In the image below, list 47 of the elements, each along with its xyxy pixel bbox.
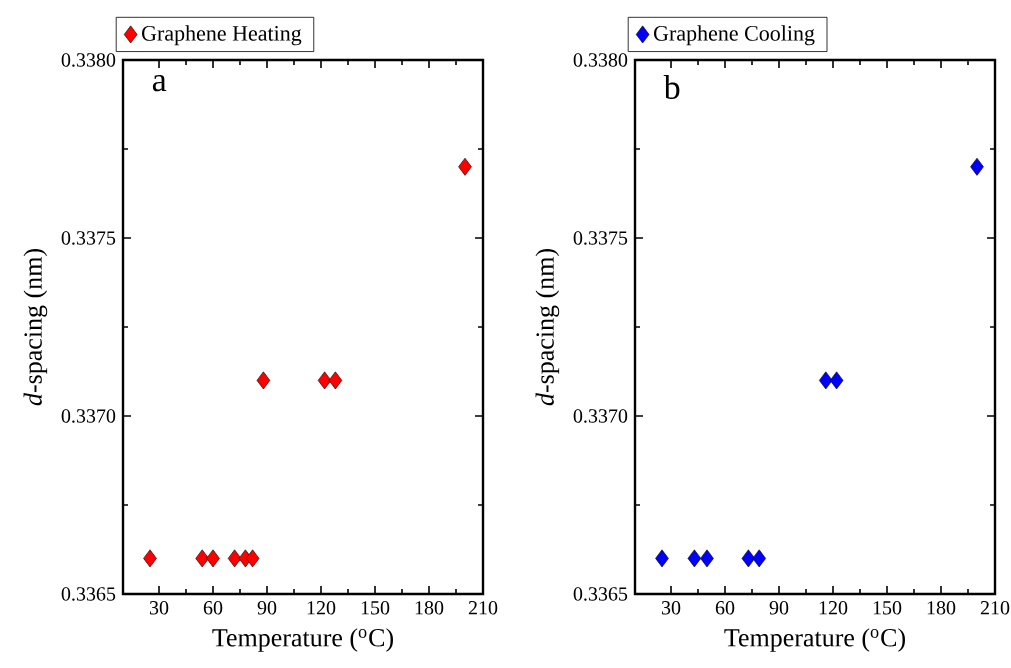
point [195, 549, 209, 568]
point [143, 549, 157, 568]
x-tick-label: 210 [980, 601, 1010, 615]
legend-label: Graphene Cooling [654, 25, 815, 46]
x-tick-label: 30 [661, 601, 681, 615]
point [206, 549, 220, 568]
x-tick-label: 60 [203, 601, 223, 615]
point [245, 549, 260, 568]
annotation: a [152, 75, 167, 92]
point [752, 549, 766, 568]
point [227, 549, 242, 568]
x-tick-label: 90 [257, 601, 277, 615]
y-tick-label: 0.3375 [573, 231, 628, 245]
annotation: b [663, 75, 680, 99]
y-tick-label: 0.3370 [61, 409, 116, 423]
y-axis-title: d-spacing (nm) [535, 249, 560, 406]
x-axis-title: Temperature ($^{o}$C) [724, 628, 905, 652]
y-tick-label: 0.3380 [61, 53, 116, 67]
x-tick-label: 60 [715, 601, 735, 615]
point [741, 549, 756, 568]
point [829, 371, 844, 390]
y-tick-label: 0.3365 [61, 587, 116, 601]
legend-label: Graphene Heating [142, 25, 302, 46]
point [256, 371, 271, 390]
x-tick-label: 150 [873, 601, 902, 615]
x-tick-label: 150 [361, 601, 390, 615]
point [317, 371, 332, 390]
point [458, 157, 472, 176]
x-tick-label: 210 [468, 601, 498, 615]
point [970, 157, 984, 176]
point [328, 371, 343, 390]
x-axis-title: Temperature ($^{o}$C) [212, 628, 393, 652]
y-axis-title: d-spacing (nm) [23, 249, 48, 406]
x-tick-label: 180 [927, 601, 956, 615]
y-tick-label: 0.3375 [61, 231, 116, 245]
point [700, 549, 714, 568]
point [655, 549, 669, 568]
y-tick-label: 0.3370 [573, 409, 628, 423]
y-tick-label: 0.3365 [573, 587, 628, 601]
x-tick-label: 90 [769, 601, 789, 615]
x-tick-label: 30 [149, 601, 169, 615]
x-tick-label: 120 [819, 601, 848, 615]
point [687, 549, 702, 568]
y-tick-label: 0.3380 [573, 53, 628, 67]
point [819, 371, 833, 390]
x-tick-label: 120 [307, 601, 336, 615]
x-tick-label: 180 [415, 601, 444, 615]
